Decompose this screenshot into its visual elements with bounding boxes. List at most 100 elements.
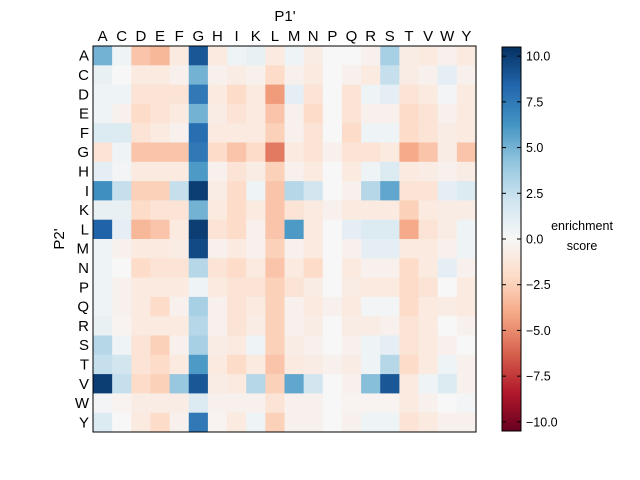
heatmap-cell-C-Y — [456, 65, 477, 85]
heatmap-cell-Q-A — [93, 296, 113, 317]
heatmap-cell-G-H — [207, 142, 228, 163]
heatmap-cell-T-I — [227, 354, 247, 375]
heatmap-cell-K-N — [303, 200, 324, 221]
heatmap-cell-W-L — [265, 393, 285, 414]
heatmap-cell-P-Q — [341, 277, 362, 298]
heatmap-cell-Y-P — [322, 412, 343, 433]
heatmap-cell-N-Y — [456, 258, 477, 278]
heatmap-cell-H-G — [188, 161, 209, 182]
heatmap-cell-T-Q — [341, 354, 362, 375]
heatmap-cell-R-W — [437, 316, 458, 336]
heatmap-cell-M-G — [188, 239, 209, 259]
colorbar-tick-label: −10.0 — [526, 415, 558, 429]
heatmap-cell-M-S — [380, 239, 400, 259]
heatmap-cell-P-R — [361, 277, 381, 298]
heatmap-cell-E-I — [227, 103, 247, 124]
heatmap-cell-P-N — [303, 277, 324, 298]
heatmap-cell-M-T — [399, 239, 419, 259]
heatmap-cell-S-Q — [341, 335, 362, 356]
x-tick-label-G: G — [192, 28, 204, 45]
heatmap-cell-T-V — [418, 354, 439, 375]
heatmap-cell-V-K — [246, 374, 266, 394]
x-tick-label-T: T — [404, 28, 413, 45]
heatmap-cell-I-M — [284, 181, 305, 201]
heatmap-cell-F-E — [150, 123, 170, 143]
heatmap-cell-S-I — [227, 335, 247, 356]
heatmap-cell-K-M — [284, 200, 305, 221]
heatmap-cell-C-N — [303, 65, 324, 85]
heatmap-cell-E-G — [188, 103, 209, 124]
heatmap-cell-I-T — [399, 181, 419, 201]
heatmap-cell-T-C — [112, 354, 132, 375]
heatmap-cell-P-M — [284, 277, 305, 298]
heatmap-cell-E-D — [131, 103, 151, 124]
heatmap-cell-F-F — [169, 123, 190, 143]
heatmap-cell-K-I — [227, 200, 247, 221]
heatmap-cell-I-F — [169, 181, 190, 201]
heatmap-cell-I-L — [265, 181, 285, 201]
heatmap-cell-L-E — [150, 219, 170, 240]
heatmap-cell-H-V — [418, 161, 439, 182]
heatmap-cell-D-Y — [456, 84, 477, 105]
heatmap-cell-V-L — [265, 374, 285, 394]
heatmap-cell-C-S — [380, 65, 400, 85]
heatmap-cell-M-I — [227, 239, 247, 259]
y-tick-label-D: D — [78, 86, 89, 103]
heatmap-cell-A-M — [284, 46, 305, 66]
heatmap-cell-A-D — [131, 46, 151, 66]
heatmap-cell-W-R — [361, 393, 381, 414]
heatmap-cell-A-I — [227, 46, 247, 66]
x-tick-label-F: F — [175, 28, 184, 45]
heatmap-cell-F-K — [246, 123, 266, 143]
x-tick-label-Y: Y — [461, 28, 471, 45]
heatmap-cell-F-I — [227, 123, 247, 143]
heatmap-cell-E-Y — [456, 103, 477, 124]
heatmap-cell-V-D — [131, 374, 151, 394]
heatmap-cell-T-R — [361, 354, 381, 375]
heatmap-cell-F-A — [93, 123, 113, 143]
heatmap-cell-T-Y — [456, 354, 477, 375]
heatmap-cell-M-P — [322, 239, 343, 259]
heatmap-cell-L-R — [361, 219, 381, 240]
heatmap-cell-K-G — [188, 200, 209, 221]
heatmap-cell-F-L — [265, 123, 285, 143]
x-tick-label-V: V — [423, 28, 433, 45]
heatmap-cell-S-K — [246, 335, 266, 356]
heatmap-cell-Q-I — [227, 296, 247, 317]
heatmap-cell-S-E — [150, 335, 170, 356]
heatmap-cell-E-W — [437, 103, 458, 124]
heatmap-cell-A-K — [246, 46, 266, 66]
y-tick-label-R: R — [78, 318, 89, 335]
heatmap-cell-G-A — [93, 142, 113, 163]
x-tick-label-W: W — [440, 28, 455, 45]
heatmap-cell-G-G — [188, 142, 209, 163]
heatmap-cell-I-H — [207, 181, 228, 201]
heatmap-cell-N-K — [246, 258, 266, 278]
heatmap-cell-Q-D — [131, 296, 151, 317]
heatmap-cell-F-D — [131, 123, 151, 143]
y-tick-label-A: A — [79, 48, 89, 65]
heatmap-cell-M-M — [284, 239, 305, 259]
heatmap-cell-T-A — [93, 354, 113, 375]
heatmap-cell-I-A — [93, 181, 113, 201]
heatmap-cell-E-A — [93, 103, 113, 124]
heatmap-cell-R-P — [322, 316, 343, 336]
heatmap-cell-G-F — [169, 142, 190, 163]
heatmap-cell-V-N — [303, 374, 324, 394]
heatmap-cell-S-Y — [456, 335, 477, 356]
heatmap-cell-C-D — [131, 65, 151, 85]
heatmap-cell-F-V — [418, 123, 439, 143]
heatmap-cell-W-D — [131, 393, 151, 414]
heatmap-cell-S-T — [399, 335, 419, 356]
heatmap-cell-H-C — [112, 161, 132, 182]
heatmap-cell-D-A — [93, 84, 113, 105]
heatmap-cell-C-K — [246, 65, 266, 85]
heatmap-cell-E-F — [169, 103, 190, 124]
heatmap-cell-R-V — [418, 316, 439, 336]
heatmap-cell-N-T — [399, 258, 419, 278]
heatmap-cell-F-R — [361, 123, 381, 143]
heatmap-cell-Q-E — [150, 296, 170, 317]
x-tick-label-P: P — [327, 28, 337, 45]
heatmap-cell-H-M — [284, 161, 305, 182]
